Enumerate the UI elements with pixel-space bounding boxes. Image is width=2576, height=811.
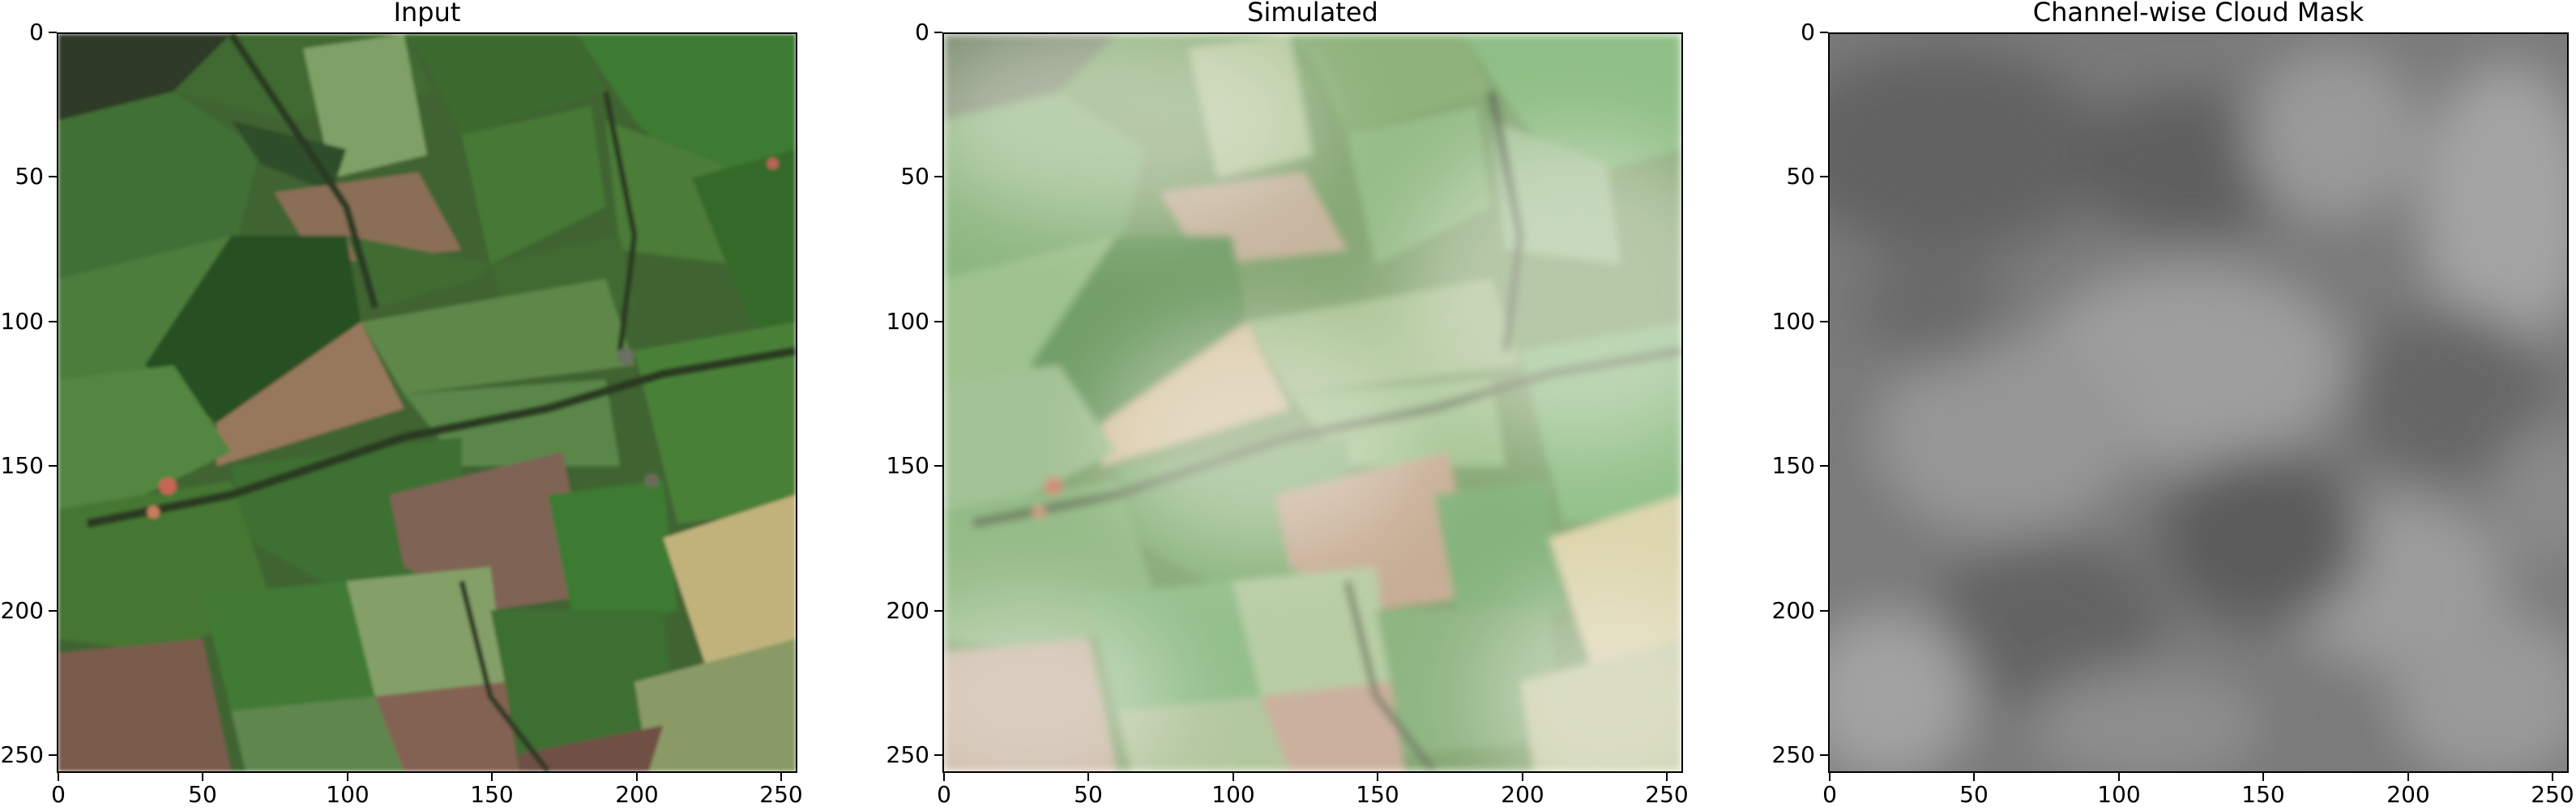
x-tick-label: 100	[1211, 781, 1255, 808]
y-tick	[49, 754, 57, 756]
panel-title: Simulated	[1247, 0, 1378, 28]
y-tick	[1820, 610, 1828, 612]
y-tick-label: 0	[1801, 19, 1815, 45]
satellite-image	[58, 34, 796, 771]
x-tick	[2262, 773, 2264, 781]
x-tick-label: 50	[1959, 781, 1989, 808]
x-tick-label: 250	[1645, 781, 1689, 808]
y-tick-label: 250	[886, 741, 929, 768]
panel-title: Input	[393, 0, 461, 28]
x-tick-label: 0	[51, 781, 66, 808]
y-tick-label: 100	[0, 308, 44, 335]
panel-simulated: Simulated	[886, 0, 1696, 811]
y-tick-label: 150	[886, 452, 929, 479]
y-tick	[934, 32, 942, 33]
y-tick	[49, 610, 57, 612]
x-tick	[1377, 773, 1378, 781]
x-tick-label: 150	[2241, 781, 2285, 808]
x-tick-label: 200	[615, 781, 659, 808]
satellite-image	[944, 34, 1681, 771]
x-tick	[1666, 773, 1668, 781]
panel-input: Input	[0, 0, 810, 811]
x-tick-label: 0	[1822, 781, 1837, 808]
x-tick	[2407, 773, 2409, 781]
image-axes	[942, 32, 1683, 773]
x-tick-label: 100	[2097, 781, 2141, 808]
x-tick	[1232, 773, 1234, 781]
x-tick	[1973, 773, 1975, 781]
cloud-mask-image	[1830, 34, 2567, 771]
y-tick-label: 0	[915, 19, 929, 45]
x-tick-label: 100	[326, 781, 370, 808]
y-tick-label: 150	[0, 452, 44, 479]
y-tick	[934, 465, 942, 467]
x-tick-label: 50	[188, 781, 217, 808]
x-tick	[1087, 773, 1089, 781]
y-tick	[49, 176, 57, 177]
y-tick-label: 250	[0, 741, 44, 768]
y-tick-label: 50	[15, 163, 44, 190]
x-tick	[491, 773, 493, 781]
x-tick	[636, 773, 638, 781]
x-tick-label: 250	[2531, 781, 2574, 808]
x-tick	[943, 773, 945, 781]
y-tick	[934, 610, 942, 612]
y-tick	[1820, 176, 1828, 177]
y-tick-label: 200	[0, 597, 44, 624]
y-tick	[49, 465, 57, 467]
y-tick-label: 250	[1771, 741, 1815, 768]
x-tick	[2552, 773, 2553, 781]
x-tick	[347, 773, 348, 781]
x-tick-label: 200	[1501, 781, 1544, 808]
y-tick	[934, 321, 942, 322]
x-tick	[780, 773, 782, 781]
x-tick-label: 150	[1356, 781, 1399, 808]
y-tick-label: 150	[1771, 452, 1815, 479]
image-axes	[57, 32, 797, 773]
y-tick	[1820, 754, 1828, 756]
y-tick	[49, 32, 57, 33]
y-tick	[49, 321, 57, 322]
y-tick	[934, 176, 942, 177]
x-tick	[58, 773, 59, 781]
y-tick-label: 50	[900, 163, 929, 190]
y-tick	[1820, 32, 1828, 33]
x-tick	[1522, 773, 1523, 781]
y-tick	[1820, 465, 1828, 467]
x-tick	[202, 773, 203, 781]
y-tick-label: 200	[1771, 597, 1815, 624]
y-tick-label: 200	[886, 597, 929, 624]
x-tick-label: 200	[2386, 781, 2430, 808]
y-tick-label: 100	[886, 308, 929, 335]
panel-title: Channel-wise Cloud Mask	[2032, 0, 2365, 28]
x-tick-label: 0	[937, 781, 951, 808]
x-tick-label: 150	[470, 781, 514, 808]
image-axes	[1828, 32, 2569, 773]
x-tick-label: 250	[759, 781, 803, 808]
y-tick-label: 0	[29, 19, 44, 45]
panel-cloud-mask: Channel-wise Cloud Mask	[1771, 0, 2576, 811]
y-tick-label: 50	[1786, 163, 1815, 190]
x-tick-label: 50	[1074, 781, 1103, 808]
y-tick-label: 100	[1771, 308, 1815, 335]
y-tick	[934, 754, 942, 756]
x-tick	[1829, 773, 1831, 781]
y-tick	[1820, 321, 1828, 322]
x-tick	[2118, 773, 2120, 781]
